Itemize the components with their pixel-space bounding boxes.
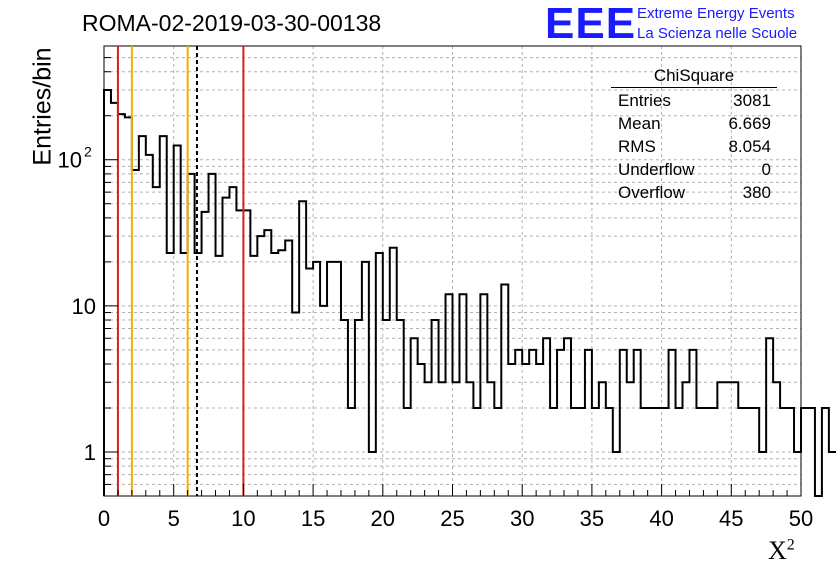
stats-value: 8.054 — [728, 137, 771, 156]
eee-logo: EEE — [545, 0, 637, 48]
x-tick-label: 30 — [510, 506, 534, 531]
stats-row-overflow: Overflow 380 — [611, 181, 777, 204]
logo-line-2: La Scienza nelle Scuole — [637, 25, 798, 42]
x-axis-label-exponent: 2 — [786, 536, 795, 554]
run-title: ROMA-02-2019-03-30-00138 — [82, 10, 382, 36]
x-tick-label: 5 — [168, 506, 180, 531]
stats-label: Underflow — [618, 160, 695, 179]
stats-label: Mean — [618, 114, 661, 133]
logo-line-1: Extreme Energy Events — [637, 5, 795, 22]
stats-label: Overflow — [618, 183, 686, 202]
stats-value: 0 — [761, 160, 771, 179]
x-tick-label: 15 — [301, 506, 325, 531]
x-tick-label: 50 — [789, 506, 813, 531]
y-tick-label: 10 — [58, 148, 82, 173]
histogram-series — [103, 88, 836, 497]
stats-row-underflow: Underflow 0 — [611, 158, 777, 181]
stats-row-rms: RMS 8.054 — [611, 135, 777, 158]
x-tick-label: 20 — [371, 506, 395, 531]
y-tick-label: 1 — [84, 440, 96, 465]
x-tick-label: 45 — [719, 506, 743, 531]
stats-label: Entries — [618, 91, 671, 110]
stats-box: ChiSquare Entries 3081 Mean 6.669 RMS 8.… — [611, 66, 777, 204]
x-tick-label: 40 — [649, 506, 673, 531]
stats-value: 380 — [742, 183, 771, 202]
y-axis-label: Entries/bin — [28, 47, 57, 166]
x-axis-label-base: X — [768, 536, 787, 565]
x-tick-label: 0 — [98, 506, 110, 531]
x-axis-label: X2 — [768, 536, 795, 566]
stats-label: RMS — [618, 137, 656, 156]
stats-title: ChiSquare — [611, 66, 777, 88]
stats-value: 6.669 — [728, 114, 771, 133]
x-tick-label: 35 — [580, 506, 604, 531]
stats-row-mean: Mean 6.669 — [611, 112, 777, 135]
x-tick-label: 10 — [231, 506, 255, 531]
y-tick-label: 10 — [72, 294, 96, 319]
stats-row-entries: Entries 3081 — [611, 89, 777, 112]
stats-value: 3081 — [733, 91, 771, 110]
y-tick-label-exponent: 2 — [84, 144, 92, 160]
x-tick-label: 25 — [440, 506, 464, 531]
